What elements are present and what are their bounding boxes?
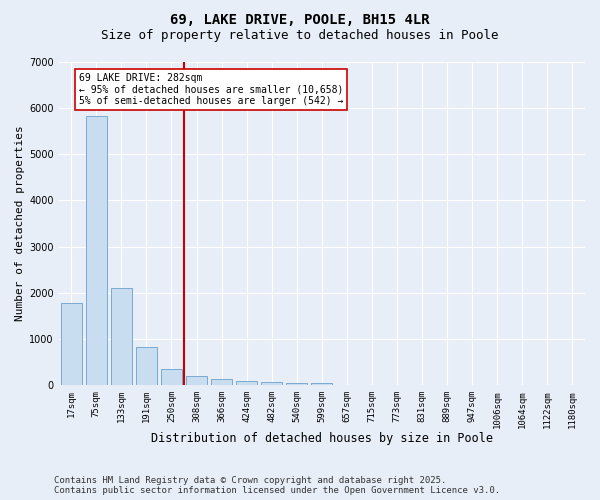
Bar	[136, 348, 157, 386]
Bar	[311, 384, 332, 386]
Bar	[286, 383, 307, 386]
Y-axis label: Number of detached properties: Number of detached properties	[15, 126, 25, 322]
Bar	[110, 288, 132, 386]
X-axis label: Distribution of detached houses by size in Poole: Distribution of detached houses by size …	[151, 432, 493, 445]
Bar	[211, 380, 232, 386]
Text: Contains HM Land Registry data © Crown copyright and database right 2025.
Contai: Contains HM Land Registry data © Crown c…	[54, 476, 500, 495]
Text: 69 LAKE DRIVE: 282sqm
← 95% of detached houses are smaller (10,658)
5% of semi-d: 69 LAKE DRIVE: 282sqm ← 95% of detached …	[79, 73, 343, 106]
Bar	[236, 381, 257, 386]
Text: 69, LAKE DRIVE, POOLE, BH15 4LR: 69, LAKE DRIVE, POOLE, BH15 4LR	[170, 12, 430, 26]
Bar	[61, 303, 82, 386]
Bar	[261, 382, 283, 386]
Bar	[86, 116, 107, 386]
Bar	[186, 376, 207, 386]
Text: Size of property relative to detached houses in Poole: Size of property relative to detached ho…	[101, 29, 499, 42]
Bar	[161, 368, 182, 386]
